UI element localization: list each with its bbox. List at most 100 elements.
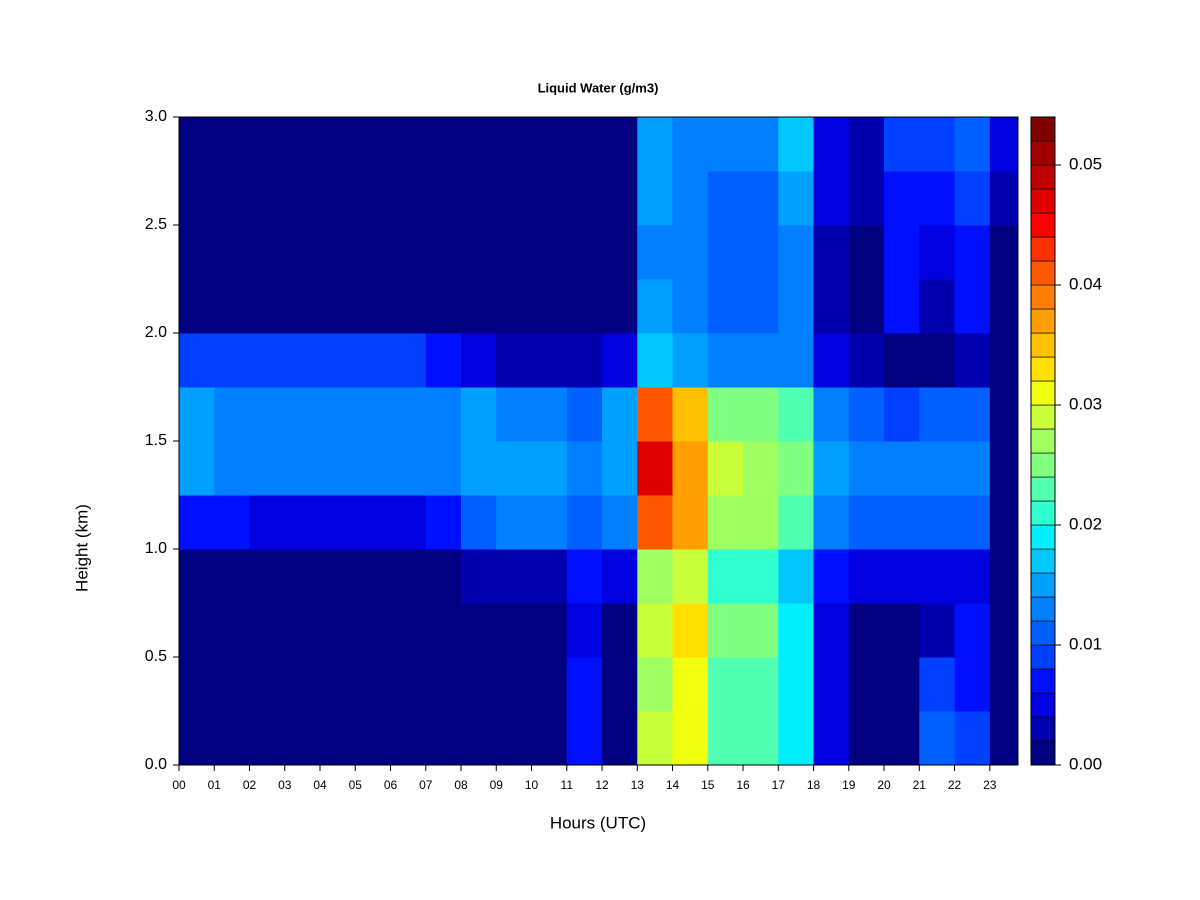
colorbar-level xyxy=(1030,572,1056,598)
heatmap-cell xyxy=(496,171,533,226)
heatmap-cell xyxy=(848,657,885,712)
heatmap-cell xyxy=(179,225,215,280)
heatmap-cell xyxy=(531,549,568,604)
y-tick-label: 3.0 xyxy=(145,108,167,125)
heatmap-cell xyxy=(707,603,744,658)
heatmap-cell xyxy=(637,279,674,334)
heatmap-cell xyxy=(284,171,321,226)
heatmap-cell xyxy=(672,549,709,604)
heatmap-cell xyxy=(355,441,392,496)
heatmap-cell xyxy=(989,603,1019,658)
colorbar-level xyxy=(1030,308,1056,334)
heatmap-cell xyxy=(602,657,638,712)
heatmap-cell xyxy=(637,549,674,604)
heatmap-cell xyxy=(566,171,603,226)
heatmap-cell xyxy=(425,279,462,334)
y-axis-label: Height (km) xyxy=(72,504,91,592)
colorbar-tick-label: 0.04 xyxy=(1069,274,1102,293)
heatmap-cell xyxy=(989,225,1019,280)
heatmap-cell xyxy=(355,657,392,712)
heatmap-cell xyxy=(249,171,286,226)
heatmap-cell xyxy=(249,279,286,334)
heatmap-cell xyxy=(355,603,392,658)
heatmap-cell xyxy=(743,225,779,280)
heatmap-cell xyxy=(919,225,956,280)
heatmap-cell xyxy=(390,171,427,226)
heatmap-cell xyxy=(355,225,392,280)
heatmap-cell xyxy=(179,549,215,604)
heatmap-cell xyxy=(778,333,815,388)
heatmap-cell xyxy=(778,387,815,442)
colorbar-level xyxy=(1030,668,1056,694)
heatmap-cell xyxy=(602,495,638,550)
heatmap-cell xyxy=(566,657,603,712)
heatmap-cell xyxy=(919,333,956,388)
heatmap-cell xyxy=(989,549,1019,604)
heatmap-cell xyxy=(320,171,356,226)
heatmap-cell xyxy=(249,387,286,442)
heatmap-cell xyxy=(954,711,991,766)
heatmap-cell xyxy=(249,333,286,388)
heatmap-cell xyxy=(919,279,956,334)
heatmap-cell xyxy=(461,495,497,550)
heatmap-cell xyxy=(566,333,603,388)
heatmap-cell xyxy=(813,603,850,658)
heatmap-cell xyxy=(707,711,744,766)
colorbar-level xyxy=(1030,716,1056,742)
colorbar-level xyxy=(1030,380,1056,406)
heatmap-cell xyxy=(778,603,815,658)
heatmap-cell xyxy=(179,603,215,658)
heatmap-cell xyxy=(672,225,709,280)
heatmap-cell xyxy=(355,387,392,442)
heatmap-cell xyxy=(179,171,215,226)
heatmap-cell xyxy=(566,279,603,334)
heatmap-cell xyxy=(954,279,991,334)
heatmap-cell xyxy=(743,171,779,226)
heatmap-cell xyxy=(884,117,920,172)
heatmap-cell xyxy=(496,225,533,280)
heatmap-cell xyxy=(566,603,603,658)
colorbar-level xyxy=(1030,212,1056,238)
heatmap-cell xyxy=(743,333,779,388)
heatmap-cell xyxy=(637,441,674,496)
heatmap-cell xyxy=(531,171,568,226)
heatmap-cell xyxy=(919,711,956,766)
heatmap-cell xyxy=(989,495,1019,550)
heatmap-cell xyxy=(919,603,956,658)
heatmap-cell xyxy=(425,117,462,172)
heatmap-cell xyxy=(284,333,321,388)
y-tick-label: 0.0 xyxy=(145,756,167,773)
heatmap-cell xyxy=(778,441,815,496)
heatmap-cell xyxy=(707,441,744,496)
heatmap-cell xyxy=(743,441,779,496)
heatmap-cell xyxy=(919,171,956,226)
x-axis-label: Hours (UTC) xyxy=(550,813,646,832)
heatmap-cell xyxy=(602,225,638,280)
heatmap-cell xyxy=(390,279,427,334)
heatmap-cell xyxy=(954,387,991,442)
colorbar-level xyxy=(1030,260,1056,286)
heatmap-cell xyxy=(813,441,850,496)
colorbar-level xyxy=(1030,356,1056,382)
heatmap-cell xyxy=(214,495,251,550)
heatmap-cell xyxy=(390,387,427,442)
heatmap-cell xyxy=(989,387,1019,442)
colorbar-tick-label: 0.00 xyxy=(1069,754,1102,773)
heatmap-cell xyxy=(848,171,885,226)
heatmap-cell xyxy=(884,495,920,550)
heatmap-cell xyxy=(461,603,497,658)
heatmap-cell xyxy=(672,117,709,172)
heatmap-cell xyxy=(320,549,356,604)
heatmap-cell xyxy=(743,549,779,604)
heatmap-cell xyxy=(249,495,286,550)
heatmap-cell xyxy=(989,333,1019,388)
heatmap-cell xyxy=(919,441,956,496)
heatmap-cell xyxy=(496,711,533,766)
heatmap-cell xyxy=(461,387,497,442)
heatmap-cell xyxy=(531,711,568,766)
heatmap-cell xyxy=(672,171,709,226)
colorbar-level xyxy=(1030,452,1056,478)
heatmap-cell xyxy=(531,657,568,712)
heatmap-cell xyxy=(355,117,392,172)
heatmap-cell xyxy=(672,333,709,388)
